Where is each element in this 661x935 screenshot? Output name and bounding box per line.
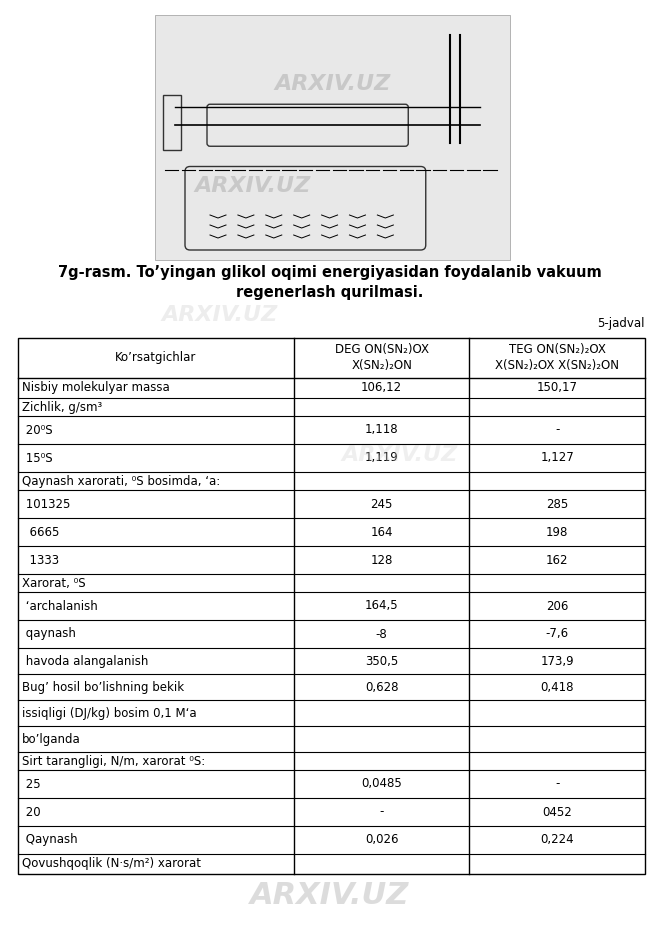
Text: 1,119: 1,119 <box>365 452 399 465</box>
Text: 285: 285 <box>546 497 568 511</box>
Text: Sirt tarangligi, N/m, xarorat ⁰S:: Sirt tarangligi, N/m, xarorat ⁰S: <box>22 755 206 768</box>
Text: X(SN₂)₂OX X(SN₂)₂ON: X(SN₂)₂OX X(SN₂)₂ON <box>495 359 619 372</box>
Text: 0,026: 0,026 <box>365 833 399 846</box>
Text: 106,12: 106,12 <box>361 381 403 395</box>
Text: 0,418: 0,418 <box>541 681 574 694</box>
Text: X(SN₂)₂ON: X(SN₂)₂ON <box>351 359 412 372</box>
Text: Xarorat, ⁰S: Xarorat, ⁰S <box>22 577 86 589</box>
Text: 162: 162 <box>546 554 568 567</box>
FancyBboxPatch shape <box>185 166 426 250</box>
Text: 7g-rasm. To’yingan glikol oqimi energiyasidan foydalanib vakuum: 7g-rasm. To’yingan glikol oqimi energiya… <box>58 266 602 280</box>
Text: Ko’rsatgichlar: Ko’rsatgichlar <box>115 352 196 365</box>
Text: 1,127: 1,127 <box>540 452 574 465</box>
Text: Qaynash xarorati, ⁰S bosimda, ‘a:: Qaynash xarorati, ⁰S bosimda, ‘a: <box>22 474 220 487</box>
Text: 0,224: 0,224 <box>541 833 574 846</box>
Text: Qaynash: Qaynash <box>22 833 77 846</box>
Text: 0,628: 0,628 <box>365 681 399 694</box>
Text: Qovushqoqlik (N·s/m²) xarorat: Qovushqoqlik (N·s/m²) xarorat <box>22 857 201 870</box>
Text: 245: 245 <box>370 497 393 511</box>
Text: 206: 206 <box>546 599 568 612</box>
Text: ARXIV.UZ: ARXIV.UZ <box>274 74 391 94</box>
Text: Bug’ hosil bo’lishning bekik: Bug’ hosil bo’lishning bekik <box>22 681 184 694</box>
Text: TEG ON(SN₂)₂OX: TEG ON(SN₂)₂OX <box>509 343 605 356</box>
Text: havoda alangalanish: havoda alangalanish <box>22 654 148 668</box>
Text: 150,17: 150,17 <box>537 381 578 395</box>
Text: 0,0485: 0,0485 <box>362 778 402 790</box>
Text: -: - <box>555 424 559 437</box>
Text: 1,118: 1,118 <box>365 424 399 437</box>
Text: bo’lganda: bo’lganda <box>22 732 81 745</box>
Text: -7,6: -7,6 <box>546 627 568 640</box>
FancyBboxPatch shape <box>207 104 408 146</box>
Text: DEG ON(SN₂)OX: DEG ON(SN₂)OX <box>334 343 429 356</box>
Bar <box>18 338 645 874</box>
Bar <box>163 95 181 151</box>
Text: ARXIV.UZ: ARXIV.UZ <box>342 445 458 465</box>
Text: 25: 25 <box>22 778 40 790</box>
Text: ‘archalanish: ‘archalanish <box>22 599 98 612</box>
Text: 5-jadval: 5-jadval <box>598 317 645 329</box>
Text: -: - <box>555 778 559 790</box>
Text: issiqligi (DJ/kg) bosim 0,1 M‘a: issiqligi (DJ/kg) bosim 0,1 M‘a <box>22 707 196 720</box>
Text: regenerlash qurilmasi.: regenerlash qurilmasi. <box>237 285 424 300</box>
Text: qaynash: qaynash <box>22 627 76 640</box>
Text: 164: 164 <box>370 525 393 539</box>
Text: 350,5: 350,5 <box>365 654 399 668</box>
Text: 0452: 0452 <box>542 805 572 818</box>
Text: ARXIV.UZ: ARXIV.UZ <box>251 881 410 910</box>
Text: Nisbiy molekulyar massa: Nisbiy molekulyar massa <box>22 381 170 395</box>
Text: Zichlik, g/sm³: Zichlik, g/sm³ <box>22 400 102 413</box>
Text: -: - <box>379 805 384 818</box>
Text: 198: 198 <box>546 525 568 539</box>
Bar <box>155 15 510 260</box>
Text: ARXIV.UZ: ARXIV.UZ <box>194 177 311 196</box>
Text: 173,9: 173,9 <box>541 654 574 668</box>
Text: 15⁰S: 15⁰S <box>22 452 53 465</box>
Text: 20: 20 <box>22 805 40 818</box>
Text: 1333: 1333 <box>22 554 59 567</box>
Text: 164,5: 164,5 <box>365 599 399 612</box>
Text: -8: -8 <box>376 627 387 640</box>
Text: 6665: 6665 <box>22 525 59 539</box>
Text: 20⁰S: 20⁰S <box>22 424 53 437</box>
Text: 128: 128 <box>370 554 393 567</box>
Text: ARXIV.UZ: ARXIV.UZ <box>162 305 278 325</box>
Text: 101325: 101325 <box>22 497 70 511</box>
